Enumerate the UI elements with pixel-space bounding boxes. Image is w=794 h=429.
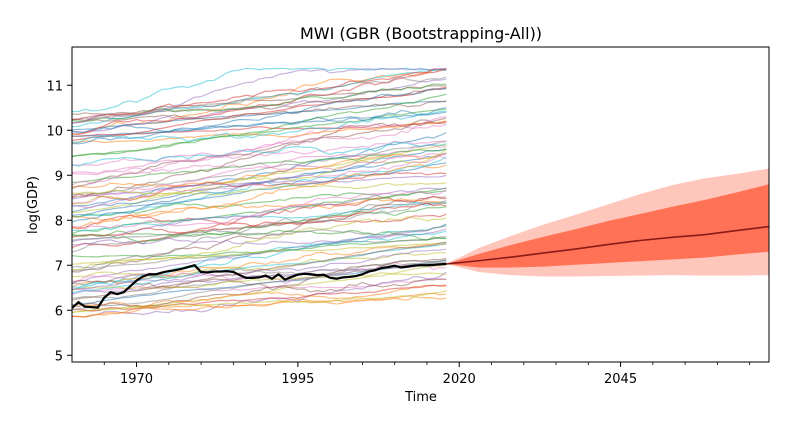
y-tick-label: 11: [46, 79, 63, 94]
y-tick-label: 7: [55, 259, 63, 274]
background-series-line: [72, 202, 447, 269]
background-series-line: [72, 141, 447, 167]
background-series-line: [72, 271, 447, 318]
background-series-line: [72, 155, 447, 209]
highlight-series-line: [72, 262, 447, 309]
background-series-line: [72, 174, 447, 200]
background-series-line: [72, 76, 447, 120]
background-series-line: [72, 67, 447, 124]
background-series-line: [72, 149, 447, 205]
plot-area: [72, 67, 769, 318]
background-series-line: [72, 148, 447, 213]
background-series-line: [72, 123, 447, 166]
background-series-line: [72, 140, 447, 196]
background-series-line: [72, 206, 447, 237]
x-axis-ticks: 1970 1995 2020 2045: [103, 362, 751, 387]
background-series-line: [72, 272, 447, 291]
background-series-line: [72, 284, 447, 312]
x-tick-label: 1995: [281, 372, 314, 387]
background-series-line: [72, 189, 447, 229]
background-series-line: [72, 116, 447, 186]
x-tick-label: 2045: [604, 372, 637, 387]
main-lines-group: [72, 225, 769, 309]
background-series-line: [72, 201, 447, 232]
chart-title: MWI (GBR (Bootstrapping-All)): [300, 24, 542, 43]
background-series-line: [72, 264, 447, 314]
background-series-line: [72, 236, 447, 272]
background-series-line: [72, 243, 447, 288]
forecast-band-group: [446, 168, 769, 277]
y-axis-label: log(GDP): [26, 176, 41, 234]
background-series-line: [72, 215, 447, 271]
background-series-line: [72, 261, 447, 286]
x-axis-label: Time: [404, 390, 437, 405]
background-series-line: [72, 68, 447, 121]
x-tick-label: 2020: [443, 372, 476, 387]
background-series-line: [72, 93, 447, 158]
background-series-line: [72, 248, 447, 290]
y-axis-ticks: 5 6 7 8 9 10 11: [46, 79, 72, 364]
background-series-line: [72, 100, 447, 124]
background-series-line: [72, 225, 447, 241]
background-series-line: [72, 228, 447, 246]
forecast-inner-band: [446, 184, 769, 268]
background-series-line: [72, 290, 447, 313]
background-series-line: [72, 259, 447, 299]
background-series-line: [72, 140, 447, 176]
y-tick-label: 6: [55, 304, 63, 319]
background-series-line: [72, 85, 447, 121]
plot-frame: [71, 46, 770, 363]
forecast-median-line: [446, 225, 769, 265]
background-series-line: [72, 182, 447, 196]
background-series-line: [72, 241, 447, 265]
background-series-line: [72, 111, 447, 137]
x-tick-label: 1970: [120, 372, 153, 387]
background-series-line: [72, 197, 447, 229]
background-series-line: [72, 144, 447, 204]
background-series-line: [72, 152, 447, 189]
background-series-line: [72, 241, 447, 301]
background-series-line: [72, 251, 447, 279]
y-tick-label: 8: [55, 214, 63, 229]
background-series-line: [72, 202, 447, 238]
background-series-line: [72, 229, 447, 243]
background-series-line: [72, 69, 447, 135]
background-series-line: [72, 187, 447, 218]
background-series-line: [72, 110, 447, 143]
y-tick-label: 5: [55, 349, 63, 364]
background-series-line: [72, 163, 447, 222]
background-series-group: [72, 67, 447, 318]
background-series-line: [72, 196, 447, 273]
background-series-line: [72, 148, 447, 183]
background-series-line: [72, 277, 447, 292]
y-tick-label: 10: [46, 124, 63, 139]
background-series-line: [72, 292, 447, 318]
y-tick-label: 9: [55, 169, 63, 184]
